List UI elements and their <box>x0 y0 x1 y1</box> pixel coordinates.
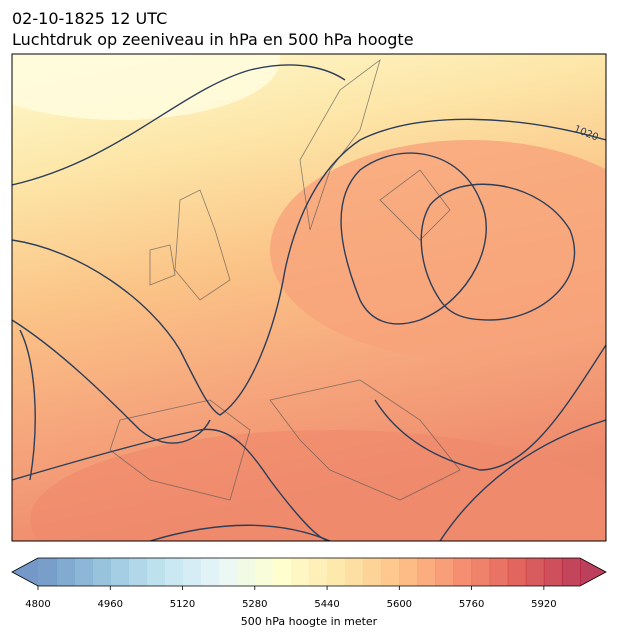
colorbar-segment <box>417 558 436 586</box>
colorbar-segment <box>38 558 57 586</box>
colorbar-segment <box>489 558 509 586</box>
subtitle: Luchtdruk op zeeniveau in hPa en 500 hPa… <box>12 30 414 49</box>
colorbar-segment <box>363 558 382 586</box>
colorbar-tick-label: 5440 <box>314 599 339 610</box>
colorbar-tick-label: 5120 <box>170 599 195 610</box>
colorbar-segment <box>327 558 346 586</box>
colorbar-segment <box>507 558 527 586</box>
colorbar-tick-label: 5760 <box>459 599 484 610</box>
colorbar-extend <box>12 558 38 586</box>
colorbar-segment <box>182 558 202 586</box>
colorbar-segment <box>525 558 545 586</box>
colorbar-extend <box>580 558 606 586</box>
colorbar-segment <box>309 558 328 586</box>
colorbar-segment <box>399 558 418 586</box>
colorbar-tick-label: 4960 <box>98 599 123 610</box>
colorbar-frame <box>11 557 607 587</box>
colorbar-segment <box>110 558 129 586</box>
colorbar-tick-label: 5280 <box>242 599 267 610</box>
colorbar-segment <box>453 558 473 586</box>
colorbar-segment <box>254 558 274 586</box>
colorbar-segment <box>164 558 184 586</box>
colorbar-tick-label: 5920 <box>531 599 556 610</box>
colorbar-segment <box>272 558 292 586</box>
colorbar-segment <box>74 558 93 586</box>
colorbar-segment <box>471 558 491 586</box>
colorbar-segment <box>561 558 581 586</box>
colorbar: 4800 4960 5120 5280 5440 5600 5760 5920 <box>11 557 607 610</box>
colorbar-segment <box>56 558 75 586</box>
colorbar-segment <box>236 558 256 586</box>
colorbar-segment <box>435 558 455 586</box>
colorbar-segment <box>92 558 111 586</box>
colorbar-tick-label: 5600 <box>387 599 412 610</box>
colorbar-segment <box>128 558 147 586</box>
colorbar-label: 500 hPa hoogte in meter <box>241 615 378 628</box>
colorbar-segment <box>200 558 220 586</box>
colorbar-segment <box>290 558 310 586</box>
title: 02-10-1825 12 UTC <box>12 9 167 28</box>
colorbar-segment <box>218 558 238 586</box>
colorbar-segment <box>543 558 563 586</box>
colorbar-tick-label: 4800 <box>25 599 50 610</box>
colorbar-segment <box>146 558 165 586</box>
map <box>12 54 606 541</box>
colorbar-segment <box>345 558 364 586</box>
colorbar-segment <box>381 558 400 586</box>
map-frame <box>11 53 607 542</box>
